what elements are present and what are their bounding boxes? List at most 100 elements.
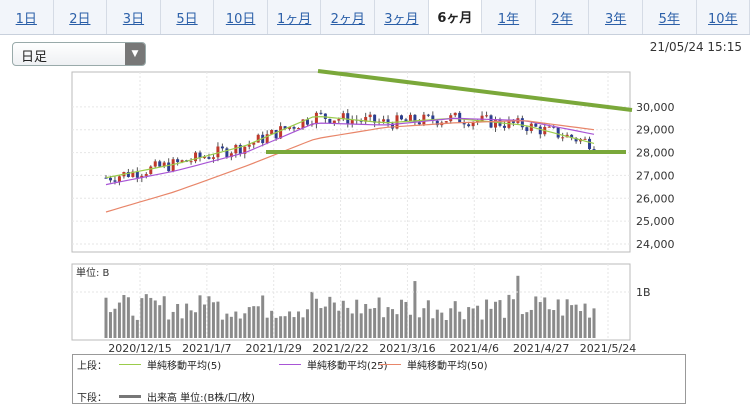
volume-bar	[314, 298, 318, 338]
volume-bar	[511, 299, 515, 338]
y-tick-label: 27,000	[636, 169, 675, 182]
volume-bar	[417, 317, 421, 338]
volume-bar	[332, 302, 336, 338]
volume-bar	[346, 307, 350, 338]
y-tick-label: 28,000	[636, 147, 675, 160]
candle	[256, 134, 260, 143]
volume-bar	[364, 304, 368, 338]
candle	[458, 112, 462, 123]
volume-bar	[328, 296, 332, 338]
tab-0[interactable]: 1日	[0, 0, 54, 34]
tab-12[interactable]: 5年	[643, 0, 697, 34]
volume-bar	[494, 301, 498, 338]
timestamp: 21/05/24 15:15	[649, 40, 742, 54]
volume-bar	[529, 309, 533, 338]
candle	[176, 159, 180, 163]
candle	[153, 161, 157, 167]
candle	[431, 115, 435, 121]
volume-bar	[534, 296, 538, 338]
volume-bar	[588, 317, 592, 338]
volume-bar	[525, 312, 529, 338]
candle	[570, 134, 574, 139]
volume-bar	[458, 311, 462, 338]
volume-bar	[426, 300, 430, 338]
volume-bar	[449, 308, 453, 338]
candle	[556, 127, 560, 138]
volume-bar	[117, 302, 121, 338]
candle	[332, 120, 336, 124]
volume-bar	[538, 302, 542, 338]
volume-bar	[270, 310, 274, 338]
tab-1[interactable]: 2日	[54, 0, 108, 34]
candle	[131, 171, 135, 177]
candle	[552, 126, 556, 128]
candle	[525, 127, 529, 131]
candle	[323, 113, 327, 119]
candle	[337, 119, 341, 121]
ma50-swatch	[379, 364, 401, 365]
legend-ma25: 単純移動平均(25)	[307, 361, 388, 372]
interval-select[interactable]: 日足 ▼	[12, 42, 146, 66]
tab-4[interactable]: 10日	[214, 0, 268, 34]
x-tick-label: 2021/2/22	[312, 342, 368, 355]
volume-bar	[292, 317, 296, 338]
volume-bar	[261, 295, 265, 338]
candle	[538, 126, 542, 135]
volume-bar	[140, 298, 144, 338]
volume-bar	[198, 295, 202, 338]
candle	[404, 119, 408, 122]
ma5-swatch	[119, 364, 141, 365]
candle	[202, 157, 206, 159]
tab-6[interactable]: 2ヶ月	[321, 0, 376, 34]
volume-bar	[265, 317, 269, 338]
candle	[480, 115, 484, 121]
candle	[444, 121, 448, 123]
candle	[408, 114, 412, 122]
tab-9[interactable]: 1年	[482, 0, 536, 34]
volume-bar	[489, 308, 493, 338]
candle	[453, 112, 457, 116]
chevron-down-icon[interactable]: ▼	[125, 43, 145, 65]
volume-bar	[158, 305, 162, 338]
tab-7[interactable]: 3ヶ月	[375, 0, 429, 34]
volume-bar	[180, 318, 184, 338]
candle	[162, 162, 166, 167]
candle	[413, 114, 417, 123]
volume-bar	[104, 297, 108, 338]
volume-bar	[368, 308, 372, 338]
tab-3[interactable]: 5日	[161, 0, 215, 34]
volume-bar	[476, 305, 480, 338]
candle	[158, 161, 162, 167]
candle	[583, 138, 587, 140]
volume-bar	[377, 297, 381, 338]
volume-bar	[207, 296, 211, 338]
tab-11[interactable]: 3年	[589, 0, 643, 34]
candle	[180, 160, 184, 163]
candle	[502, 125, 506, 128]
volume-bar	[579, 311, 583, 338]
volume-bar	[202, 304, 206, 338]
candle	[113, 180, 117, 182]
candle	[149, 166, 153, 175]
tab-5[interactable]: 1ヶ月	[268, 0, 322, 34]
volume-bar	[171, 311, 175, 338]
candle	[216, 146, 220, 158]
candle	[252, 142, 256, 145]
tab-10[interactable]: 2年	[536, 0, 590, 34]
resistance-trendline	[317, 69, 633, 112]
candle	[574, 138, 578, 142]
volume-bar	[570, 305, 574, 338]
candle	[135, 171, 139, 178]
volume-swatch	[119, 395, 141, 398]
volume-bar	[225, 313, 229, 338]
volume-unit-label: 単位: B	[76, 266, 110, 279]
ma-line-1	[105, 117, 595, 186]
candle	[279, 126, 283, 139]
candle	[297, 128, 301, 130]
volume-bar	[561, 315, 565, 338]
tab-8[interactable]: 6ヶ月	[428, 0, 483, 34]
tab-2[interactable]: 3日	[107, 0, 161, 34]
volume-bar	[189, 310, 193, 338]
interval-select-value: 日足	[21, 50, 48, 65]
